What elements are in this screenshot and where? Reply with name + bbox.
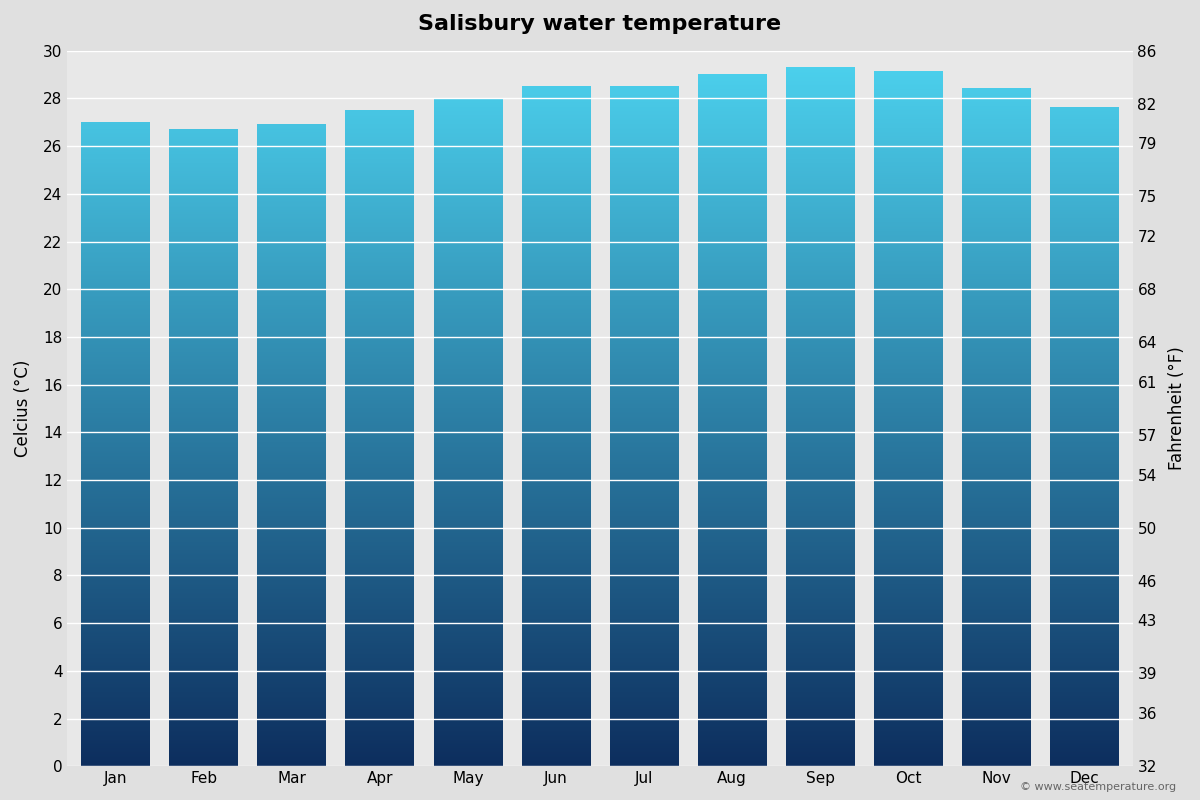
Title: Salisbury water temperature: Salisbury water temperature — [419, 14, 781, 34]
Text: © www.seatemperature.org: © www.seatemperature.org — [1020, 782, 1176, 792]
Y-axis label: Celcius (°C): Celcius (°C) — [14, 360, 32, 457]
Y-axis label: Fahrenheit (°F): Fahrenheit (°F) — [1168, 346, 1186, 470]
